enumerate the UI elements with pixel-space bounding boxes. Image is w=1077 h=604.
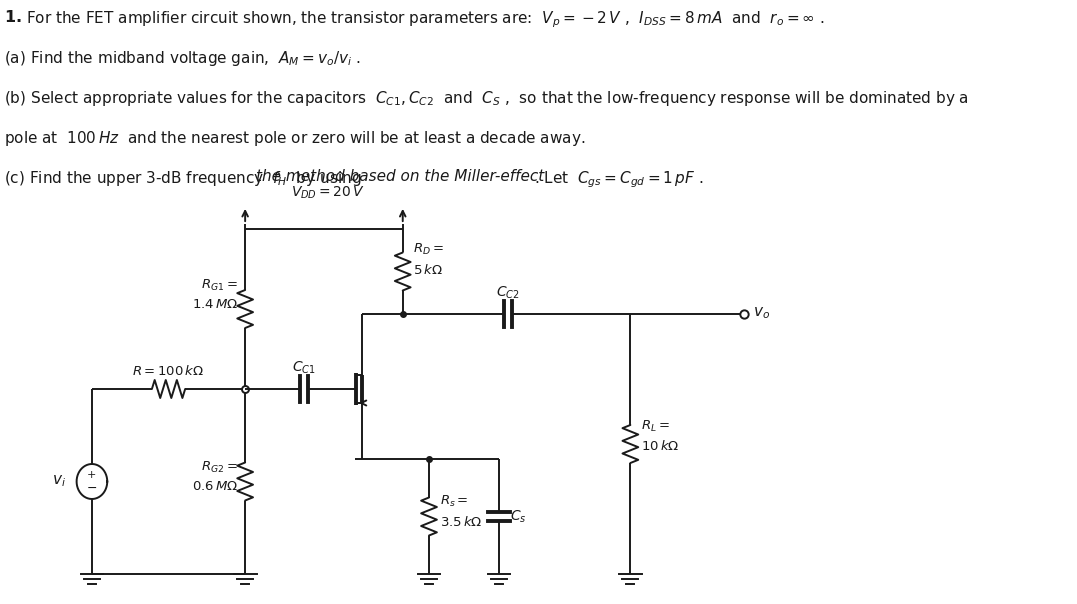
Text: $\mathbf{1.}$: $\mathbf{1.}$ xyxy=(4,9,22,25)
Text: $v_i$: $v_i$ xyxy=(52,474,66,489)
Text: the method based on the Miller-effect: the method based on the Miller-effect xyxy=(255,169,544,184)
Text: For the FET amplifier circuit shown, the transistor parameters are:  $V_p =-2\,V: For the FET amplifier circuit shown, the… xyxy=(26,9,825,30)
Text: $V_{DD} = 20\,V$: $V_{DD} = 20\,V$ xyxy=(291,185,365,201)
Text: (b) Select appropriate values for the capacitors  $C_{C1}, C_{C2}$  and  $C_S$ ,: (b) Select appropriate values for the ca… xyxy=(4,89,969,108)
Text: (c) Find the upper 3-dB frequency  $f_H$  by using: (c) Find the upper 3-dB frequency $f_H$ … xyxy=(4,169,363,188)
Text: $R_L =$
$10\,k\Omega$: $R_L =$ $10\,k\Omega$ xyxy=(641,419,680,453)
Text: $C_s$: $C_s$ xyxy=(509,509,526,525)
Text: $C_{C1}$: $C_{C1}$ xyxy=(292,359,316,376)
Text: $R_s =$
$3.5\,k\Omega$: $R_s =$ $3.5\,k\Omega$ xyxy=(439,494,482,528)
Text: $R_D =$
$5\,k\Omega$: $R_D =$ $5\,k\Omega$ xyxy=(414,242,444,277)
Text: $R_{G1} =$
$1.4\,M\Omega$: $R_{G1} =$ $1.4\,M\Omega$ xyxy=(192,277,238,310)
Text: +: + xyxy=(87,469,97,480)
Text: $R_{G2} =$
$0.6\,M\Omega$: $R_{G2} =$ $0.6\,M\Omega$ xyxy=(192,460,238,493)
Text: −: − xyxy=(86,482,97,495)
Text: . Let  $C_{gs} =C_{gd} =1\,pF$ .: . Let $C_{gs} =C_{gd} =1\,pF$ . xyxy=(534,169,703,190)
Text: $v_o$: $v_o$ xyxy=(753,305,770,321)
Text: pole at  $100\,Hz$  and the nearest pole or zero will be at least a decade away.: pole at $100\,Hz$ and the nearest pole o… xyxy=(4,129,586,148)
Text: $R =100\,k\Omega$: $R =100\,k\Omega$ xyxy=(132,364,205,378)
Text: (a) Find the midband voltage gain,  $A_M =v_o/v_i$ .: (a) Find the midband voltage gain, $A_M … xyxy=(4,49,361,68)
Text: $C_{C2}$: $C_{C2}$ xyxy=(495,284,519,301)
